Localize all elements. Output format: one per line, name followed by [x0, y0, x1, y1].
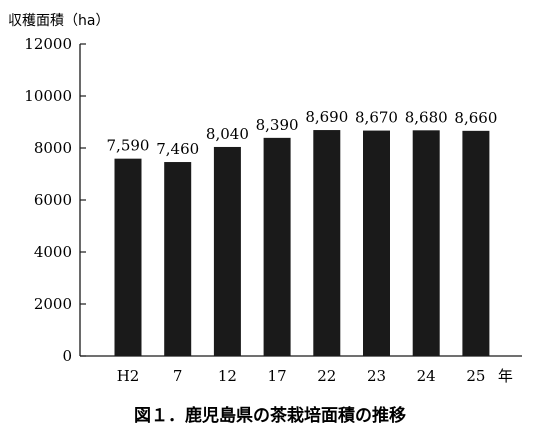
data-label-25: 8,660 [454, 109, 497, 127]
data-label-23: 8,670 [355, 109, 398, 127]
bar-17 [263, 137, 291, 356]
data-labels: 7,590 7,460 8,040 8,390 8,690 8,670 8,680 8,660 [107, 108, 498, 158]
y-tick-label: 4000 [34, 243, 72, 261]
y-tick-label: 0 [62, 347, 72, 365]
data-label-17: 8,390 [256, 116, 299, 134]
data-label-12: 8,040 [206, 125, 249, 143]
data-label-22: 8,690 [305, 108, 348, 126]
data-label-24: 8,680 [405, 108, 448, 126]
bar-25 [462, 130, 490, 356]
y-tick-label: 2000 [34, 295, 72, 313]
data-label-H2: 7,590 [107, 137, 150, 155]
x-axis-ticks: H2 7 12 17 22 23 24 25 [117, 367, 486, 385]
x-tick-label-22: 22 [317, 367, 336, 385]
x-tick-label-7: 7 [173, 367, 183, 385]
x-tick-label-24: 24 [417, 367, 436, 385]
x-tick-label-H2: H2 [117, 367, 140, 385]
bar-12 [213, 146, 241, 356]
data-label-7: 7,460 [156, 140, 199, 158]
bar-7 [164, 162, 192, 356]
y-axis-label: 収穫面積（ha） [8, 13, 109, 29]
bar-23 [363, 130, 390, 356]
bar-22 [313, 130, 341, 356]
y-axis-ticks: 0 2000 4000 6000 8000 10000 12000 [24, 35, 86, 365]
bar-H2 [114, 158, 142, 356]
figure-caption: 図１．鹿児島県の茶栽培面積の推移 [134, 405, 406, 426]
bar-24 [412, 130, 440, 356]
x-tick-label-17: 17 [268, 367, 287, 385]
x-axis-unit: 年 [498, 367, 513, 385]
y-tick-label: 10000 [24, 87, 72, 105]
y-tick-label: 12000 [24, 35, 72, 53]
bars [114, 130, 490, 356]
y-tick-label: 8000 [34, 139, 72, 157]
y-tick-label: 6000 [34, 191, 72, 209]
x-tick-label-23: 23 [367, 367, 386, 385]
x-tick-label-12: 12 [218, 367, 237, 385]
x-tick-label-25: 25 [466, 367, 485, 385]
